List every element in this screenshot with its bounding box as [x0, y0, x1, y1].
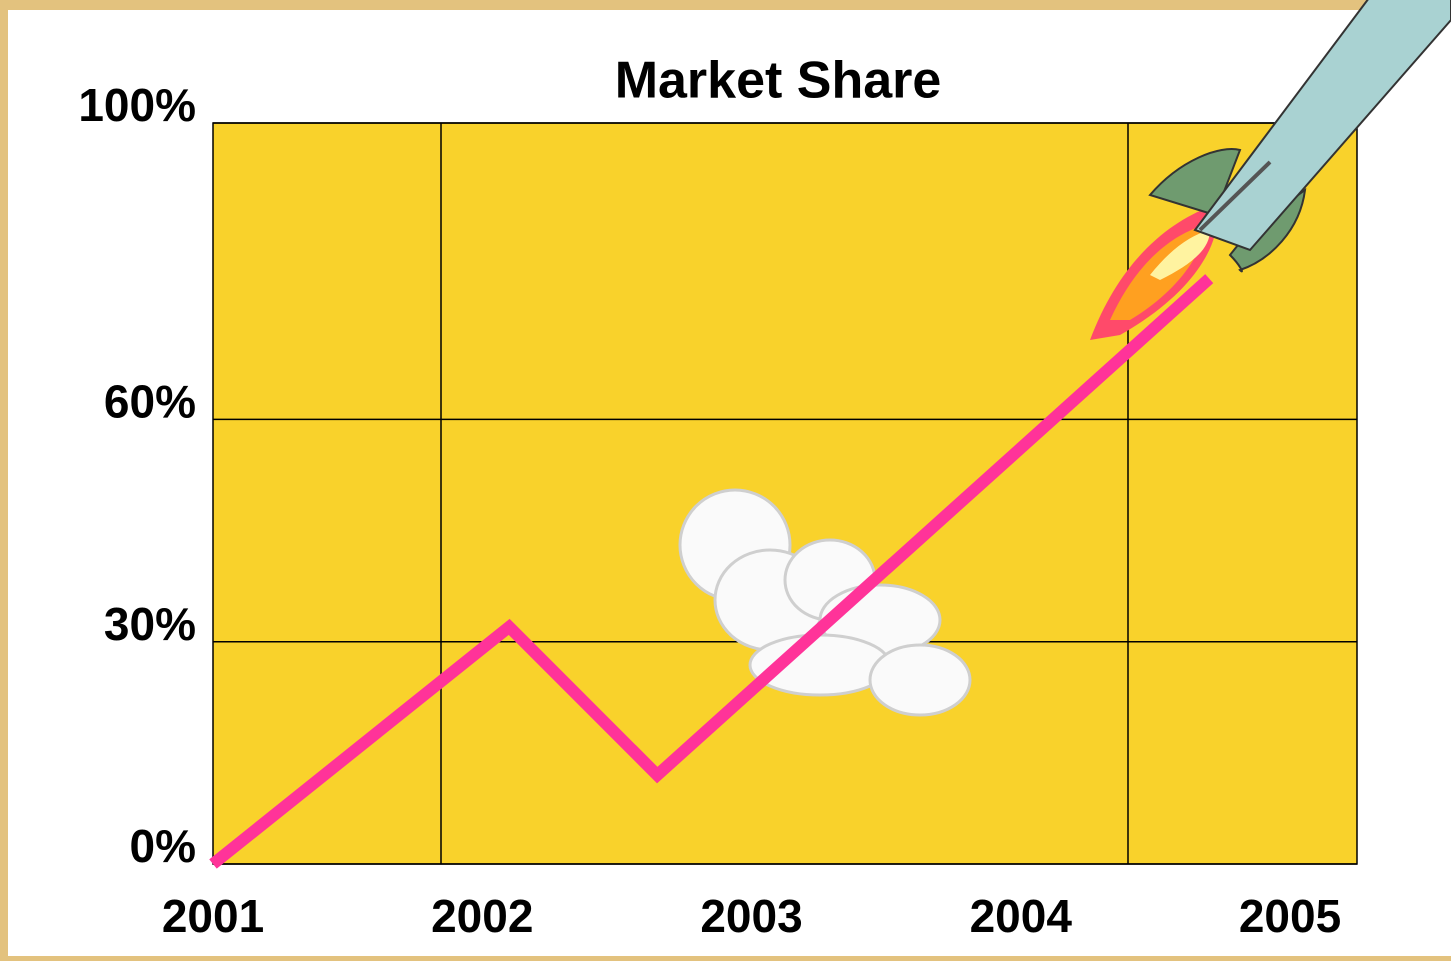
y-tick-label: 0% [130, 820, 196, 872]
y-tick-label: 30% [104, 598, 196, 650]
page: Market Share 0% 30% 60% 100% 2001 2002 2003 200… [0, 0, 1451, 956]
y-tick-label: 60% [104, 376, 196, 428]
x-tick-label: 2002 [431, 890, 533, 942]
x-tick-label: 2004 [970, 890, 1073, 942]
x-tick-label: 2003 [700, 890, 802, 942]
chart-title: Market Share [615, 52, 942, 110]
x-tick-label: 2001 [162, 890, 264, 942]
x-tick-label: 2005 [1239, 890, 1341, 942]
y-tick-label: 100% [78, 79, 196, 131]
chart: Market Share 0% 30% 60% 100% 2001 2002 2003 200… [0, 0, 1451, 956]
